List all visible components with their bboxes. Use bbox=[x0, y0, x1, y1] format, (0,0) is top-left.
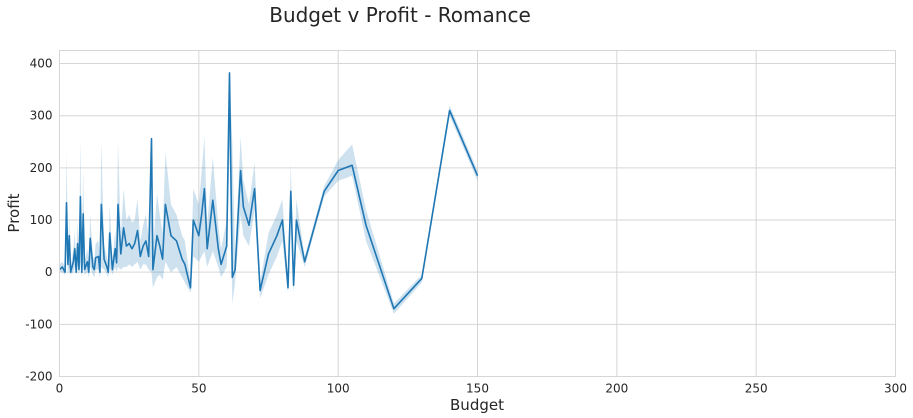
y-axis-label: Profit bbox=[5, 193, 23, 232]
x-axis-label: Budget bbox=[450, 396, 504, 414]
y-tick-label: 100 bbox=[30, 213, 53, 227]
profit-line-layer bbox=[58, 72, 479, 310]
confidence-band-layer bbox=[59, 72, 478, 314]
confidence-band bbox=[59, 72, 478, 314]
x-tick-label: 300 bbox=[884, 382, 907, 396]
y-tick-label: -100 bbox=[25, 317, 52, 331]
plot-frame bbox=[59, 50, 896, 377]
y-tick-label: 200 bbox=[30, 161, 53, 175]
x-tick-label: 0 bbox=[56, 382, 64, 396]
x-tick-label: 50 bbox=[191, 382, 206, 396]
x-tick-label: 100 bbox=[327, 382, 350, 396]
y-tick-label: -200 bbox=[25, 370, 52, 384]
y-tick-label: 0 bbox=[45, 265, 53, 279]
x-tick-label: 150 bbox=[466, 382, 489, 396]
x-tick-label: 200 bbox=[605, 382, 628, 396]
x-tick-label: 250 bbox=[745, 382, 768, 396]
y-tick-label: 300 bbox=[30, 109, 53, 123]
grid-layer bbox=[59, 50, 896, 377]
profit-line bbox=[58, 72, 479, 310]
y-tick-label: 400 bbox=[30, 57, 53, 71]
tick-label-layer: 0 50 100 150 200 250 300 -200 -100 0 100 200 300 400 bbox=[25, 57, 907, 396]
chart-title: Budget v Profit - Romance bbox=[269, 3, 531, 27]
